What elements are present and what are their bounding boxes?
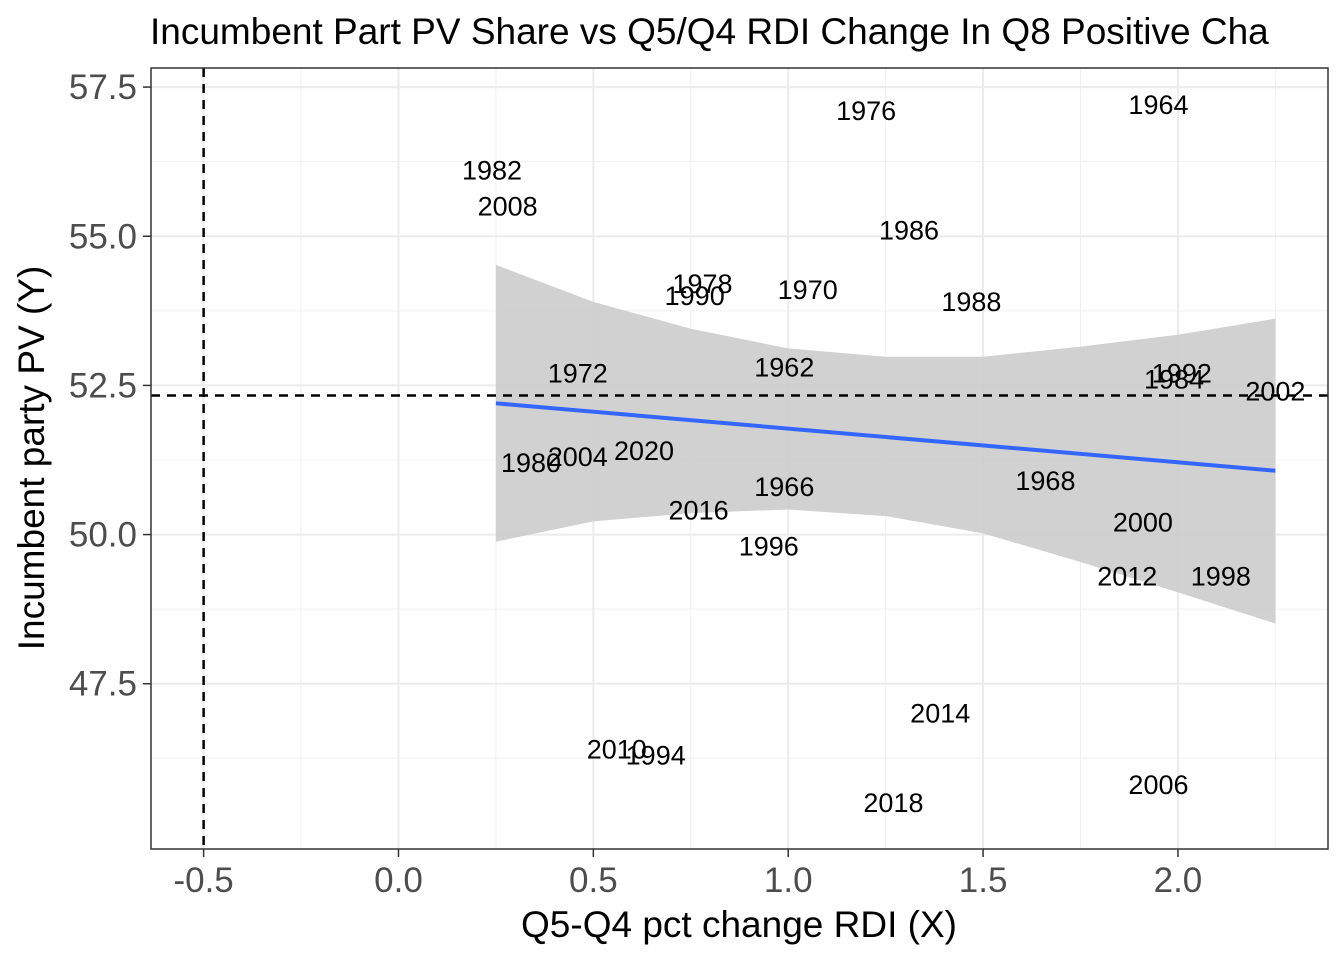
point-label: 2016 (669, 496, 729, 526)
x-tick-label: -0.5 (173, 861, 233, 900)
point-label: 1976 (836, 96, 896, 126)
x-tick-label: 0.5 (569, 861, 618, 900)
regression-line (495, 401, 1276, 473)
point-label: 1970 (778, 275, 838, 305)
point-label: 2006 (1128, 770, 1188, 800)
point-label: 1966 (754, 472, 814, 502)
chart-title: Incumbent Part PV Share vs Q5/Q4 RDI Cha… (150, 11, 1269, 52)
y-tick-label: 52.5 (69, 366, 137, 405)
y-tick-label: 55.0 (69, 217, 137, 256)
point-label: 1968 (1015, 466, 1075, 496)
x-tick-label: 2.0 (1154, 861, 1203, 900)
x-axis-title: Q5-Q4 pct change RDI (X) (521, 904, 957, 945)
point-label: 1994 (626, 740, 686, 770)
point-label: 1962 (754, 353, 814, 383)
point-label: 2014 (910, 699, 970, 729)
point-label: 2012 (1097, 561, 1157, 591)
point-label: 1978 (672, 269, 732, 299)
point-label: 1988 (941, 287, 1001, 317)
y-tick-label: 47.5 (69, 665, 137, 704)
y-axis-title: Incumbent party PV (Y) (11, 266, 52, 651)
point-label: 1996 (739, 532, 799, 562)
point-label: 2008 (478, 191, 538, 221)
point-label: 1982 (462, 156, 522, 186)
point-label: 2020 (614, 436, 674, 466)
point-label: 2004 (548, 442, 608, 472)
point-label: 2002 (1245, 376, 1305, 406)
point-label: 1972 (548, 358, 608, 388)
y-tick-label: 50.0 (69, 516, 137, 555)
point-label: 1980 (501, 448, 561, 478)
confidence-band (495, 264, 1276, 624)
point-label: 1984 (1144, 364, 1204, 394)
point-label: 2018 (863, 788, 923, 818)
point-label: 2000 (1113, 508, 1173, 538)
x-tick-label: 1.5 (959, 861, 1008, 900)
point-label: 1998 (1191, 561, 1251, 591)
point-label: 1986 (879, 215, 939, 245)
x-tick-label: 1.0 (764, 861, 813, 900)
y-tick-label: 57.5 (69, 68, 137, 107)
point-label: 2010 (587, 734, 647, 764)
point-label: 1964 (1128, 90, 1188, 120)
panel-border (150, 67, 1329, 850)
point-label: 1992 (1152, 358, 1212, 388)
x-tick-label: 0.0 (374, 861, 423, 900)
point-label: 1990 (665, 281, 725, 311)
